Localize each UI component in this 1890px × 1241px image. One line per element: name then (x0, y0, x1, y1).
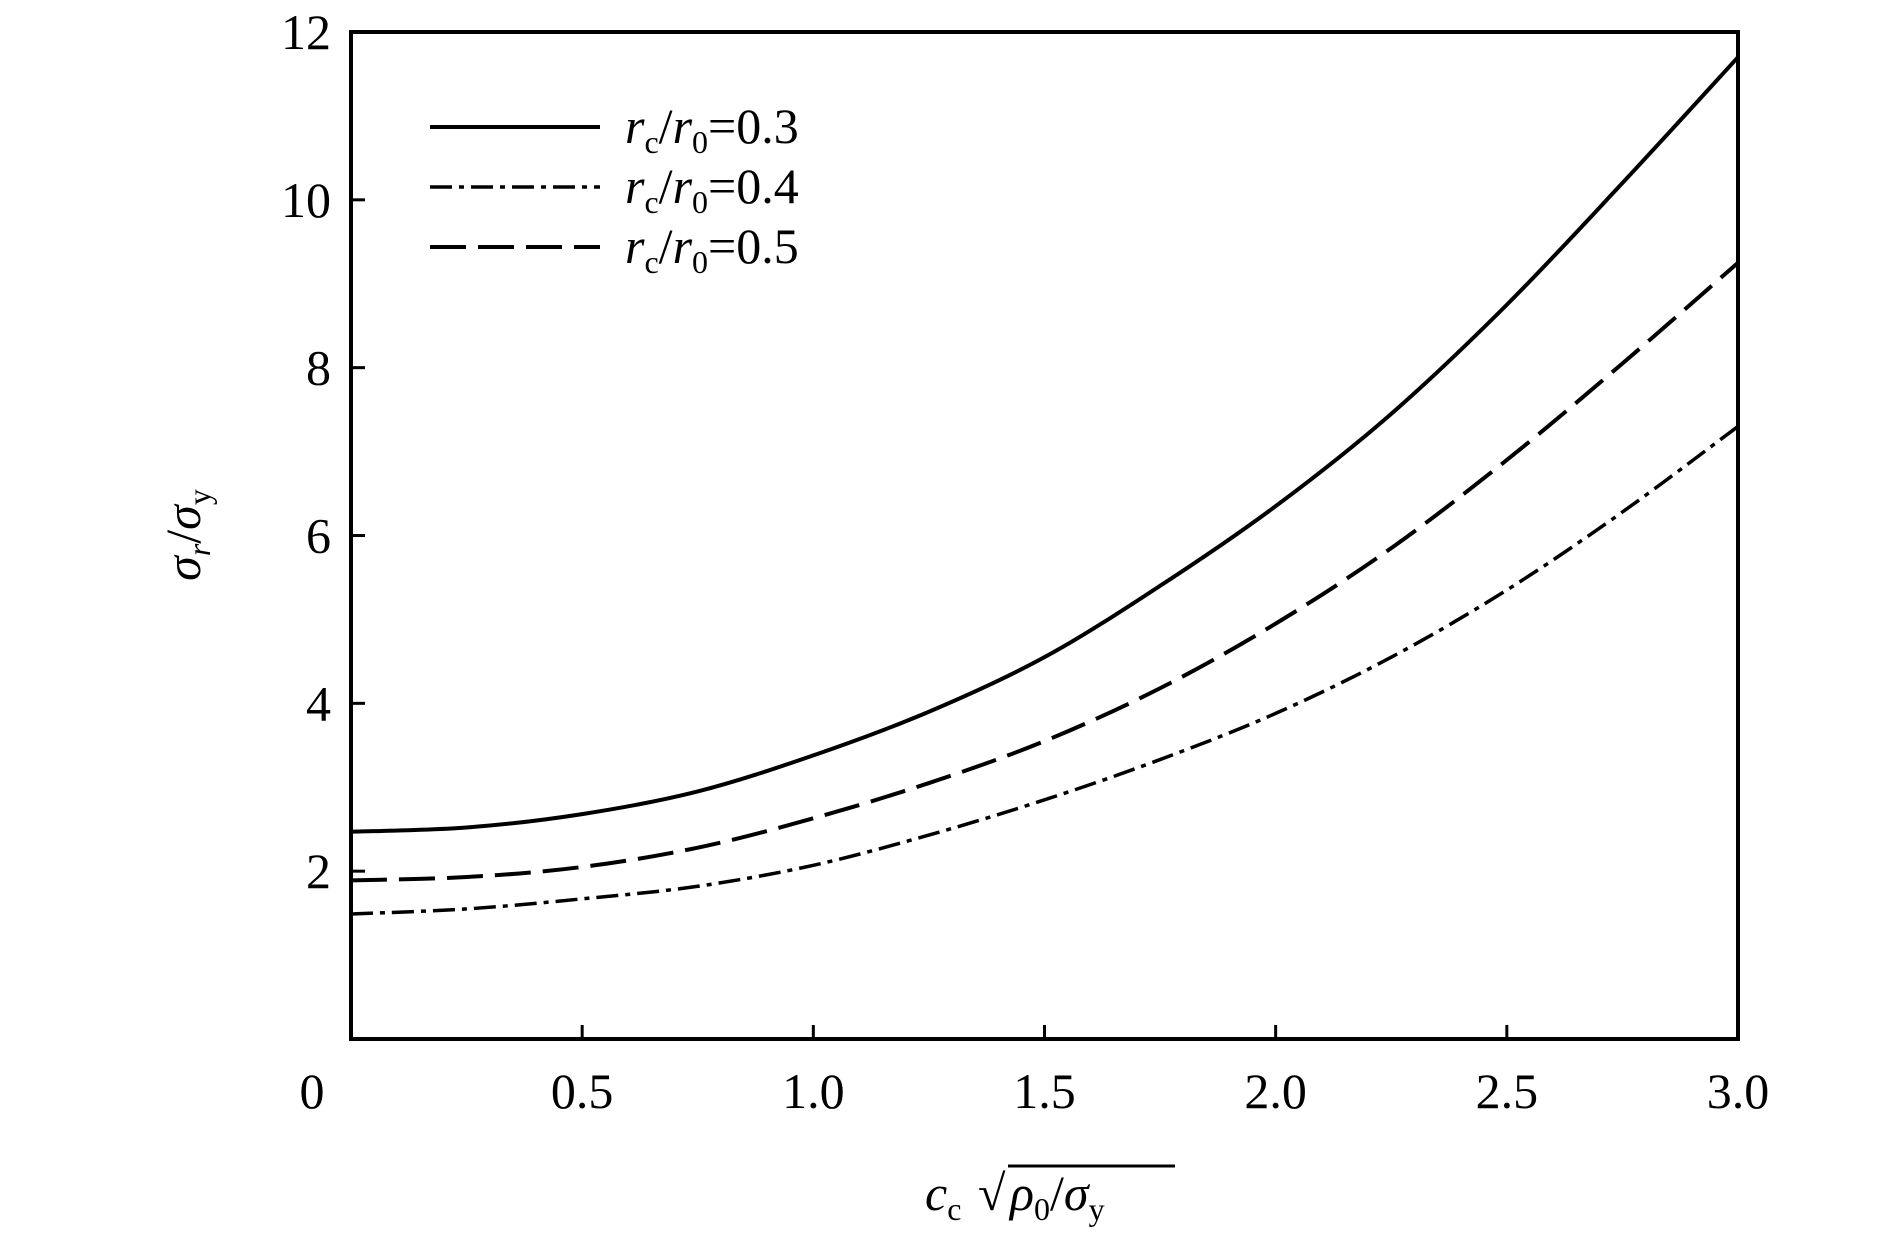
y-tick-label: 2 (306, 843, 331, 899)
svg-text:ρ0/σy: ρ0/σy (1008, 1165, 1105, 1227)
x-axis-ticks: 0.5 1.0 1.5 2.0 2.5 3.0 (551, 1025, 1769, 1119)
x-tick-label: 2.5 (1476, 1063, 1539, 1119)
legend: rc/r0=0.3 rc/r0=0.4 rc/r0=0.5 (430, 98, 799, 280)
y-label-sigma-y: σ (155, 503, 211, 530)
legend-entry-3: rc/r0=0.5 (625, 218, 799, 280)
x-tick-label: 1.0 (782, 1063, 845, 1119)
y-tick-label: 6 (306, 508, 331, 564)
series-line-2 (350, 425, 1740, 916)
y-tick-label: 4 (306, 675, 331, 731)
x-label-sqrt: √ (978, 1165, 1006, 1221)
y-label-sub-y: y (181, 489, 217, 505)
x-tick-label: 3.0 (1707, 1063, 1770, 1119)
plot-frame (349, 30, 1740, 1041)
x-label-sigma-sub: y (1089, 1191, 1105, 1227)
x-label-c-sub: c (947, 1191, 961, 1227)
y-axis-ticks: 2 4 6 8 10 12 (281, 4, 365, 899)
x-label-sigma: σ (1064, 1165, 1091, 1221)
x-label-c: c (925, 1165, 947, 1221)
x-tick-label: 0.5 (551, 1063, 614, 1119)
x-tick-label: 2.0 (1244, 1063, 1307, 1119)
series-line-1 (350, 55, 1740, 834)
x-tick-label: 1.5 (1013, 1063, 1076, 1119)
series-line-3 (350, 261, 1740, 883)
x-label-rho-sub: 0 (1034, 1191, 1050, 1227)
svg-text:cc: cc (925, 1165, 961, 1227)
y-axis-label: σr/σy (155, 489, 217, 581)
y-tick-label: 8 (306, 340, 331, 396)
x-axis-label: cc √ ρ0/σy (925, 1164, 1175, 1227)
y-tick-label: 12 (281, 4, 331, 60)
legend-entry-2: rc/r0=0.4 (625, 158, 799, 220)
legend-entry-1: rc/r0=0.3 (625, 98, 799, 160)
y-label-sigma: σ (155, 554, 211, 581)
x-label-rho: ρ (1008, 1165, 1034, 1221)
series-lines (350, 55, 1740, 916)
origin-label: 0 (300, 1063, 325, 1119)
y-label-sub-r: r (181, 543, 217, 556)
y-tick-label: 10 (281, 172, 331, 228)
